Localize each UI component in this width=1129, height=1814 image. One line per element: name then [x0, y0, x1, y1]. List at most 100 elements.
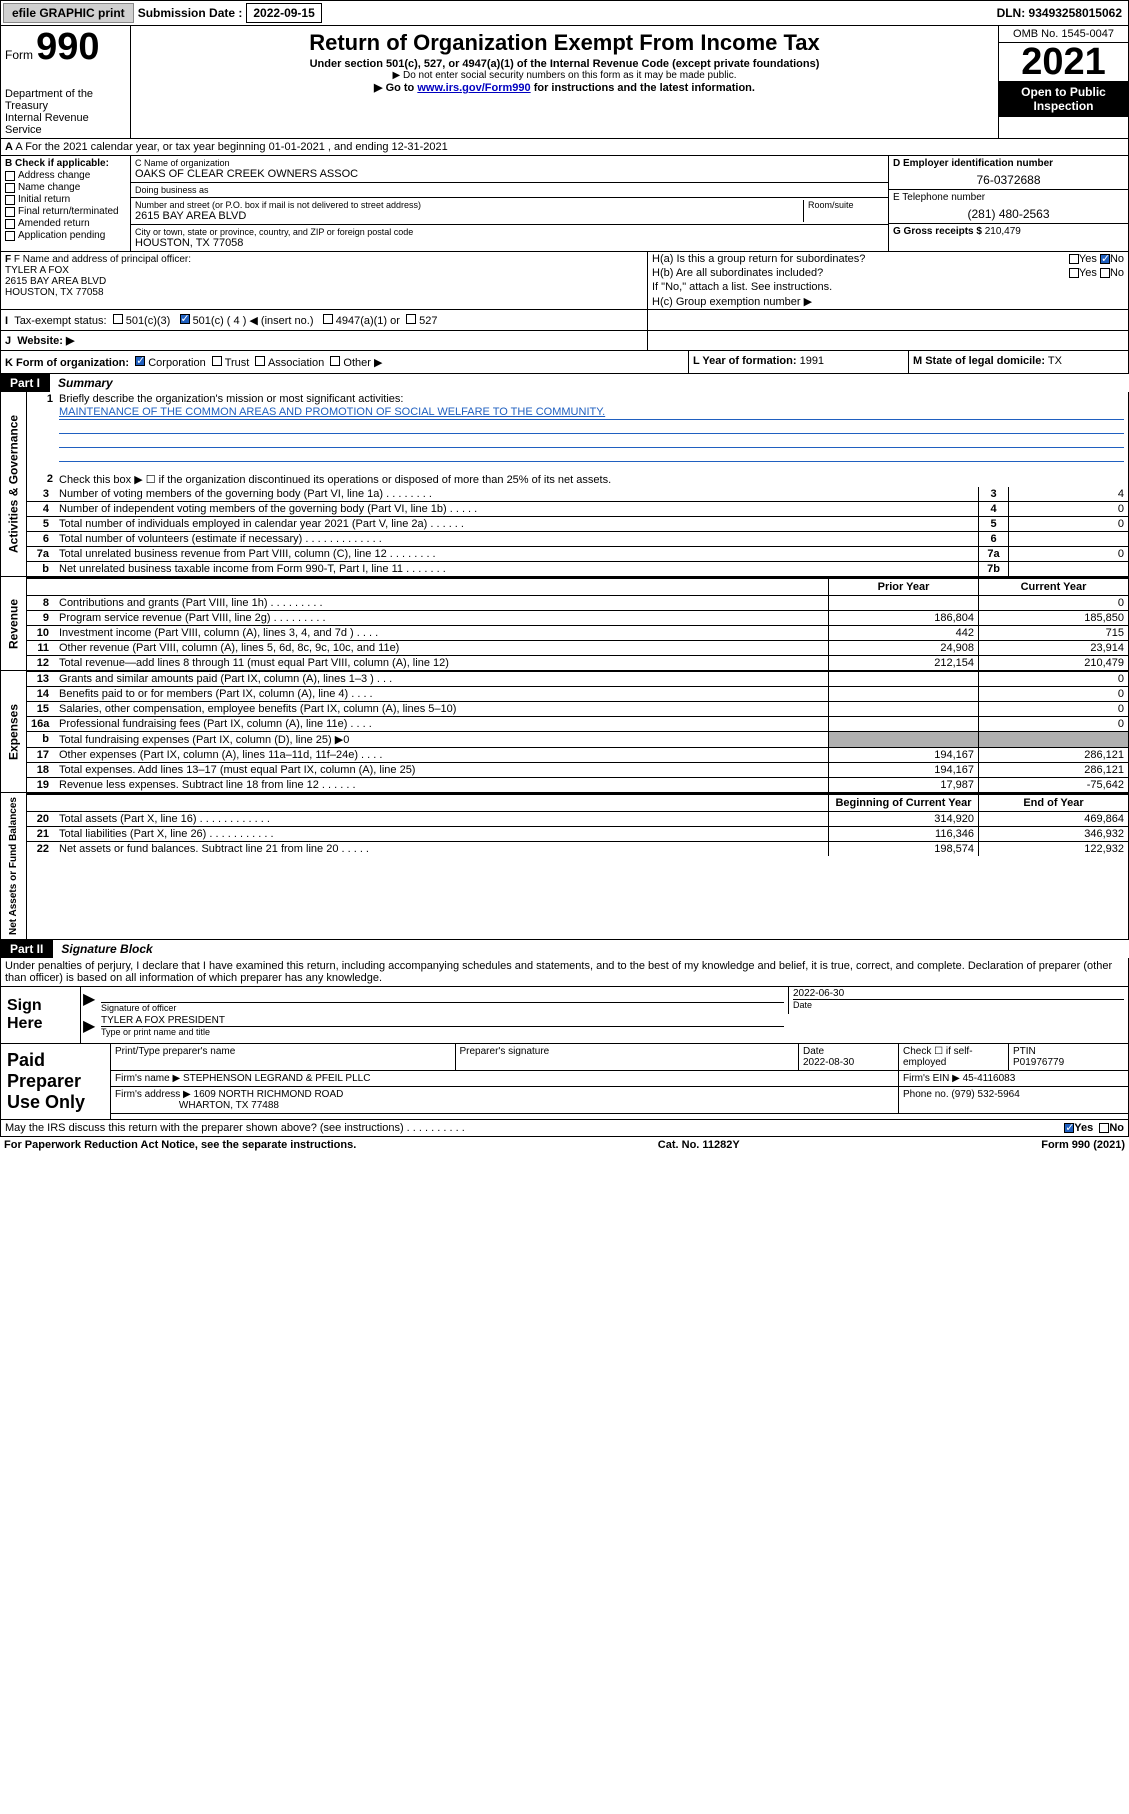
- prep-name-label: Print/Type preparer's name: [111, 1044, 455, 1070]
- part-1-label: Part I: [0, 374, 50, 392]
- mission-blank-1: [59, 420, 1124, 434]
- cb-corp[interactable]: [135, 356, 145, 366]
- cb-ha-no[interactable]: [1100, 254, 1110, 264]
- data-row: 21Total liabilities (Part X, line 26) . …: [27, 826, 1128, 841]
- prior-year-head: Prior Year: [828, 579, 978, 595]
- cb-assoc[interactable]: [255, 356, 265, 366]
- top-bar: efile GRAPHIC print Submission Date : 20…: [0, 0, 1129, 26]
- section-expenses: Expenses 13Grants and similar amounts pa…: [0, 671, 1129, 793]
- city-value: HOUSTON, TX 77058: [135, 237, 884, 249]
- cb-527[interactable]: [406, 314, 416, 324]
- lbl-corp: Corporation: [148, 357, 205, 369]
- te-label: Tax-exempt status:: [14, 315, 106, 327]
- data-row: bTotal fundraising expenses (Part IX, co…: [27, 731, 1128, 747]
- form-number: 990: [36, 26, 99, 68]
- phone-value: (281) 480-2563: [893, 203, 1124, 221]
- sign-block: Sign Here ▶ Signature of officer 2022-06…: [0, 987, 1129, 1044]
- summary-row: 3Number of voting members of the governi…: [27, 487, 1128, 501]
- cb-mayirs-yes[interactable]: [1064, 1123, 1074, 1133]
- section-ag: Activities & Governance 1Briefly describ…: [0, 392, 1129, 577]
- data-row: 10Investment income (Part VIII, column (…: [27, 625, 1128, 640]
- cb-address-change[interactable]: [5, 171, 15, 181]
- line-a-text: A For the 2021 calendar year, or tax yea…: [15, 141, 447, 153]
- line-1-text: Briefly describe the organization's miss…: [59, 393, 1124, 405]
- sig-name-value: TYLER A FOX PRESIDENT: [101, 1015, 784, 1026]
- firm-name-value: STEPHENSON LEGRAND & PFEIL PLLC: [183, 1073, 370, 1084]
- cb-name-change[interactable]: [5, 183, 15, 193]
- firm-phone-value: (979) 532-5964: [951, 1089, 1019, 1100]
- part-2-label: Part II: [0, 940, 53, 958]
- section-revenue: Revenue Prior Year Current Year 8Contrib…: [0, 577, 1129, 671]
- vtab-revenue: Revenue: [1, 577, 27, 670]
- hb-note: If "No," attach a list. See instructions…: [648, 280, 1128, 294]
- cb-ha-yes[interactable]: [1069, 254, 1079, 264]
- cb-initial-return[interactable]: [5, 195, 15, 205]
- firm-phone-label: Phone no.: [903, 1089, 949, 1100]
- cb-app-pending[interactable]: [5, 231, 15, 241]
- cb-4947[interactable]: [323, 314, 333, 324]
- room-label: Room/suite: [808, 200, 884, 210]
- data-row: 12Total revenue—add lines 8 through 11 (…: [27, 655, 1128, 670]
- goto-pre: ▶ Go to: [374, 82, 417, 94]
- form-header: Form 990 Department of the Treasury Inte…: [0, 26, 1129, 139]
- firm-name-label: Firm's name ▶: [115, 1073, 180, 1084]
- firm-ein-label: Firm's EIN ▶: [903, 1073, 960, 1084]
- ha-label: H(a) Is this a group return for subordin…: [652, 253, 1069, 265]
- firm-addr-2: WHARTON, TX 77488: [179, 1100, 279, 1111]
- submission-date: 2022-09-15: [246, 3, 321, 23]
- data-row: 16aProfessional fundraising fees (Part I…: [27, 716, 1128, 731]
- cb-501c[interactable]: [180, 314, 190, 324]
- ptin-label: PTIN: [1013, 1046, 1036, 1057]
- block-h: H(a) Is this a group return for subordin…: [648, 252, 1128, 309]
- data-row: 8Contributions and grants (Part VIII, li…: [27, 596, 1128, 610]
- irs-link[interactable]: www.irs.gov/Form990: [417, 82, 530, 94]
- lbl-trust: Trust: [225, 357, 250, 369]
- cb-hb-no[interactable]: [1100, 268, 1110, 278]
- prep-sig-label: Preparer's signature: [455, 1044, 799, 1070]
- cb-501c3[interactable]: [113, 314, 123, 324]
- hb-no: No: [1110, 267, 1124, 279]
- cb-hb-yes[interactable]: [1069, 268, 1079, 278]
- org-name: OAKS OF CLEAR CREEK OWNERS ASSOC: [135, 168, 884, 180]
- block-f: F F Name and address of principal office…: [1, 252, 648, 309]
- form-title: Return of Organization Exempt From Incom…: [137, 30, 992, 56]
- yof-label: L Year of formation:: [693, 355, 797, 367]
- dept-treasury: Department of the Treasury: [5, 88, 126, 112]
- ptin-value: P01976779: [1013, 1057, 1064, 1068]
- city-label: City or town, state or province, country…: [135, 227, 884, 237]
- pra-notice: For Paperwork Reduction Act Notice, see …: [4, 1139, 356, 1151]
- gross-label: G Gross receipts $: [893, 226, 982, 237]
- data-row: 9Program service revenue (Part VIII, lin…: [27, 610, 1128, 625]
- block-deg: D Employer identification number 76-0372…: [888, 156, 1128, 251]
- ein-value: 76-0372688: [893, 169, 1124, 187]
- sig-officer-label: Signature of officer: [101, 1002, 784, 1013]
- officer-addr1: 2615 BAY AREA BLVD: [5, 276, 643, 287]
- sign-here-label: Sign Here: [1, 987, 81, 1043]
- sig-date-value: 2022-06-30: [793, 988, 1124, 999]
- part-1-header: Part I Summary: [0, 374, 1129, 392]
- cb-other[interactable]: [330, 356, 340, 366]
- firm-addr-1: 1609 NORTH RICHMOND ROAD: [194, 1089, 344, 1100]
- prep-date-value: 2022-08-30: [803, 1057, 854, 1068]
- preparer-block: Paid Preparer Use Only Print/Type prepar…: [0, 1044, 1129, 1120]
- tax-year: 2021: [999, 43, 1128, 81]
- form-ref: Form 990 (2021): [1041, 1139, 1125, 1151]
- row-j: J Website: ▶: [0, 331, 1129, 351]
- preparer-label: Paid Preparer Use Only: [1, 1044, 111, 1119]
- cb-trust[interactable]: [212, 356, 222, 366]
- mission-blank-2: [59, 434, 1124, 448]
- efile-button[interactable]: efile GRAPHIC print: [3, 3, 134, 23]
- line-a: A A For the 2021 calendar year, or tax y…: [0, 139, 1129, 156]
- cb-mayirs-no[interactable]: [1099, 1123, 1109, 1133]
- domicile-value: TX: [1048, 355, 1062, 367]
- lbl-other: Other ▶: [343, 357, 382, 369]
- vtab-ag: Activities & Governance: [1, 392, 27, 576]
- row-i: I Tax-exempt status: 501(c)(3) 501(c) ( …: [0, 310, 1129, 331]
- form-org-label: K Form of organization:: [5, 357, 129, 369]
- part-1-name: Summary: [50, 374, 1129, 392]
- cb-final-return[interactable]: [5, 207, 15, 217]
- lbl-527: 527: [419, 315, 437, 327]
- cb-amended[interactable]: [5, 219, 15, 229]
- submission-label: Submission Date :: [138, 6, 243, 20]
- dln-label: DLN: 93493258015062: [997, 6, 1126, 20]
